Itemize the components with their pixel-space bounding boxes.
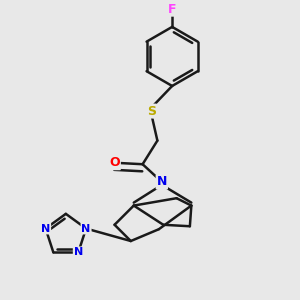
Text: O: O	[109, 156, 120, 169]
Text: S: S	[147, 105, 156, 118]
Text: N: N	[74, 247, 83, 257]
Text: N: N	[41, 224, 50, 233]
Text: F: F	[168, 3, 176, 16]
Text: N: N	[157, 176, 167, 188]
Text: N: N	[81, 224, 91, 233]
